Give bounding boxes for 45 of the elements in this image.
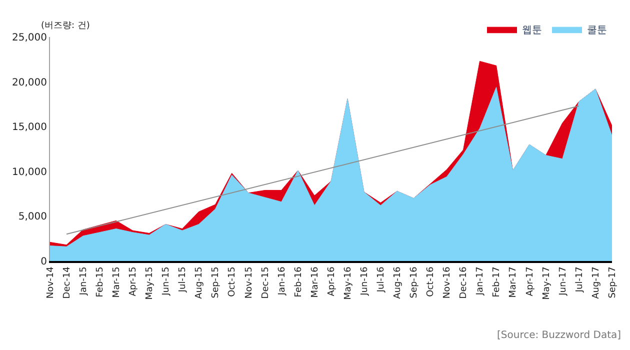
x-tick-label: Jul-16 <box>376 266 387 294</box>
x-tick-label: Aug-16 <box>393 266 404 299</box>
x-tick-label: Apr-15 <box>128 266 139 296</box>
x-tick-label: Jan-17 <box>476 266 486 296</box>
y-tick-label: 0 <box>40 256 47 268</box>
y-tick-label: 15,000 <box>12 122 47 134</box>
x-tick-label: Oct-16 <box>426 266 436 297</box>
x-tick-label: Apr-17 <box>525 266 536 296</box>
x-tick-label: Dec-14 <box>62 266 72 299</box>
x-tick-label: Mar-16 <box>310 266 320 298</box>
y-axis-title: (버즈량: 건) <box>41 21 90 31</box>
y-tick-label: 10,000 <box>12 166 47 178</box>
x-tick-label: Jun-17 <box>558 266 568 296</box>
x-tick-label: Mar-15 <box>112 266 122 298</box>
x-tick-label: Sep-15 <box>211 266 222 298</box>
x-tick-label: Aug-15 <box>194 266 205 299</box>
x-tick-label: Feb-15 <box>96 266 106 298</box>
x-tick-label: Nov-16 <box>442 266 453 299</box>
y-tick-label: 20,000 <box>12 77 47 88</box>
x-tick-label: Jun-16 <box>360 266 370 296</box>
x-tick-label: Sep-17 <box>608 266 618 298</box>
legend-label: 쿨툰 <box>587 25 607 36</box>
x-tick-label: Jul-15 <box>178 266 188 294</box>
x-tick-label: Mar-17 <box>508 266 519 298</box>
x-tick-label: May-15 <box>145 266 156 300</box>
x-tick-label: Aug-17 <box>591 266 602 299</box>
y-tick-label: 5,000 <box>18 212 47 223</box>
legend-label: 웹툰 <box>522 25 542 36</box>
x-tick-label: Jan-15 <box>78 266 89 296</box>
x-tick-label: Nov-14 <box>46 266 56 299</box>
x-tick-label: Jun-15 <box>162 266 172 296</box>
x-tick-label: Apr-16 <box>326 266 337 296</box>
x-tick-label: Feb-17 <box>492 266 502 298</box>
x-tick-label: May-16 <box>343 266 354 300</box>
x-tick-label: Dec-16 <box>459 266 470 299</box>
x-tick-label: Oct-15 <box>228 266 238 297</box>
x-tick-label: Feb-16 <box>294 266 304 298</box>
x-tick-label: Jul-17 <box>574 266 585 294</box>
x-tick-label: May-17 <box>542 266 552 300</box>
x-tick-label: Nov-15 <box>244 266 254 299</box>
y-tick-label: 25,000 <box>12 32 47 44</box>
x-tick-label: Dec-15 <box>260 266 271 299</box>
x-tick-label: Sep-16 <box>410 266 420 298</box>
x-tick-label: Jan-16 <box>277 266 288 296</box>
text: [Source: Buzzword Data] <box>497 330 622 341</box>
